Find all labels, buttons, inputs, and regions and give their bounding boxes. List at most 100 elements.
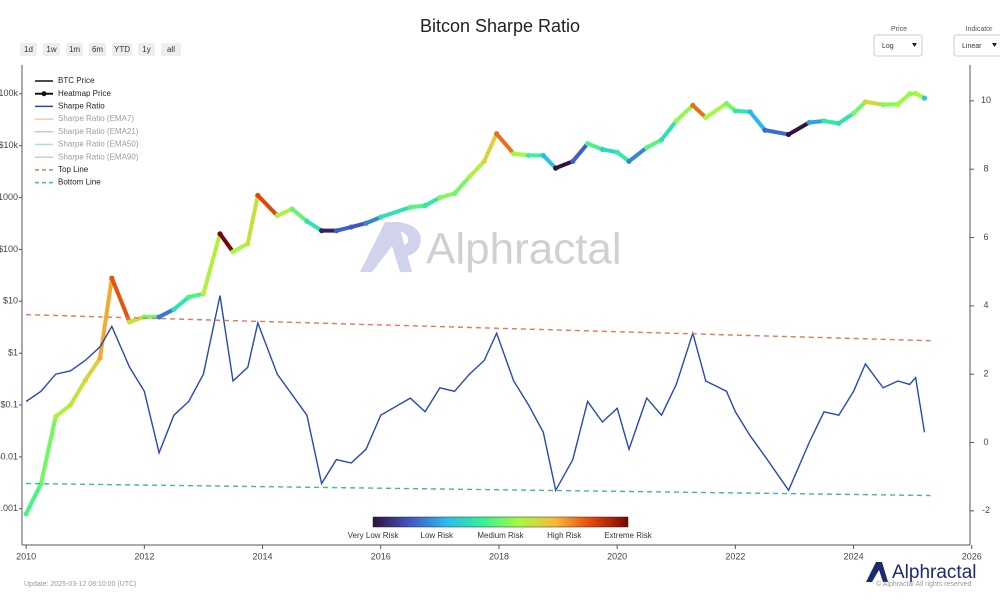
heatmap-segment [482,131,499,164]
legend-label[interactable]: Sharpe Ratio (EMA90) [58,152,139,161]
heatmap-point [850,110,857,116]
range-button-label[interactable]: 1y [142,45,150,54]
range-button-label[interactable]: 6m [92,45,103,54]
range-button-bg[interactable] [43,43,60,56]
legend-item[interactable]: Sharpe Ratio (EMA7) [35,114,134,123]
range-button[interactable]: 1w [43,43,60,56]
heatmap-point [785,131,792,138]
range-button[interactable]: 1m [66,43,83,56]
heatmap-point [363,220,369,226]
y2-tick-label: 6 [983,232,988,242]
range-button-bg[interactable] [138,43,155,56]
y2-tick-label: 2 [983,369,988,379]
range-button[interactable]: 1d [20,43,37,56]
legend-item[interactable]: Top Line [35,165,89,174]
heatmap-segment [217,231,235,254]
heatmap-segment [626,145,649,164]
heatmap-point [422,203,428,209]
heatmap-point [806,119,812,126]
heatmap-segment [541,153,558,171]
heatmap-segment [24,482,43,516]
legend-label[interactable]: Heatmap Price [58,89,111,98]
legend-label[interactable]: Bottom Line [58,178,101,187]
legend-marker[interactable] [41,91,47,97]
range-button-bg[interactable] [112,43,132,56]
dropdown[interactable] [873,34,923,57]
heatmap-point [836,120,842,126]
heatmap-point [703,114,709,121]
heatmap-segment [494,131,516,156]
range-button-bg[interactable] [20,43,37,56]
heatmap-segment [863,99,886,107]
heatmap-point [274,212,280,219]
heatmap-point [230,249,236,255]
range-button-label[interactable]: YTD [114,45,130,54]
heatmap-point [186,294,192,300]
range-button-bg[interactable] [66,43,83,56]
x-tick-label: 2022 [725,551,745,561]
legend-label[interactable]: Top Line [58,165,89,174]
legend-item[interactable]: Heatmap Price [35,89,111,98]
range-button-bg[interactable] [89,43,106,56]
x-tick-label: 2012 [134,551,154,561]
x-tick-label: 2026 [962,551,982,561]
heatmap-point [217,231,223,237]
heatmap-segment [363,215,383,226]
brand: Alphractal © Alphractal All rights reser… [866,562,977,588]
y-tick-label: $1 [8,348,18,358]
range-button-label[interactable]: 1w [46,45,56,54]
legend-label[interactable]: Sharpe Ratio (EMA50) [58,140,139,149]
range-button[interactable]: all [161,43,181,56]
heatmap-point [762,127,768,133]
y-tick-label: $10k [0,140,18,150]
legend-label[interactable]: Sharpe Ratio (EMA21) [58,127,139,136]
range-button[interactable]: YTD [112,43,132,56]
heatmap-point [732,108,738,114]
range-button-label[interactable]: 1d [24,45,33,54]
dropdown-arrow[interactable] [912,43,917,47]
heatmap-point [67,402,74,408]
dropdown-value[interactable]: Log [882,43,894,50]
series-line [26,314,931,342]
y-tick-label: $10 [3,296,18,306]
legend-item[interactable]: BTC Price [35,76,95,85]
legend-label[interactable]: BTC Price [58,76,95,85]
heatmap-point [540,152,546,159]
x-tick-label: 2018 [489,551,509,561]
legend-item[interactable]: Bottom Line [35,178,101,187]
heatmap-point [723,100,730,107]
range-button-label[interactable]: all [167,45,175,54]
heatmap-point [23,511,29,517]
range-button-bg[interactable] [161,43,181,56]
heatmap-point [437,194,443,201]
heatmap-point [156,314,162,320]
heatmap-segment [786,120,812,137]
legend-item[interactable]: Sharpe Ratio (EMA90) [35,152,139,161]
range-button[interactable]: 1y [138,43,155,56]
dropdown-value[interactable]: Linear [962,43,982,50]
copyright: © Alphractal All rights reserved [876,580,972,588]
heatmap-point [200,291,207,297]
x-tick-label: 2014 [253,551,273,561]
range-button-label[interactable]: 1m [69,45,80,54]
heatmap-price [23,90,928,517]
y2-tick-label: 4 [983,300,988,310]
legend-item[interactable]: Sharpe Ratio (EMA50) [35,140,139,149]
legend-label[interactable]: Sharpe Ratio (EMA7) [58,114,134,123]
legend-item[interactable]: Sharpe Ratio [35,102,105,111]
heatmap-segment [423,195,442,208]
x-tick-label: 2020 [607,551,627,561]
heatmap-point [747,109,753,115]
heatmap-point [319,228,325,234]
heatmap-point [907,91,913,97]
legend-item[interactable]: Sharpe Ratio (EMA21) [35,127,139,136]
heatmap-segment [290,207,309,224]
legend-label[interactable]: Sharpe Ratio [58,102,105,111]
dropdown[interactable] [953,34,1000,57]
heatmap-segment [762,128,791,137]
heatmap-point [38,481,44,487]
heatmap-point [614,149,620,155]
range-button[interactable]: 6m [89,43,106,56]
heatmap-point [525,152,532,159]
dropdown-arrow[interactable] [992,43,997,47]
